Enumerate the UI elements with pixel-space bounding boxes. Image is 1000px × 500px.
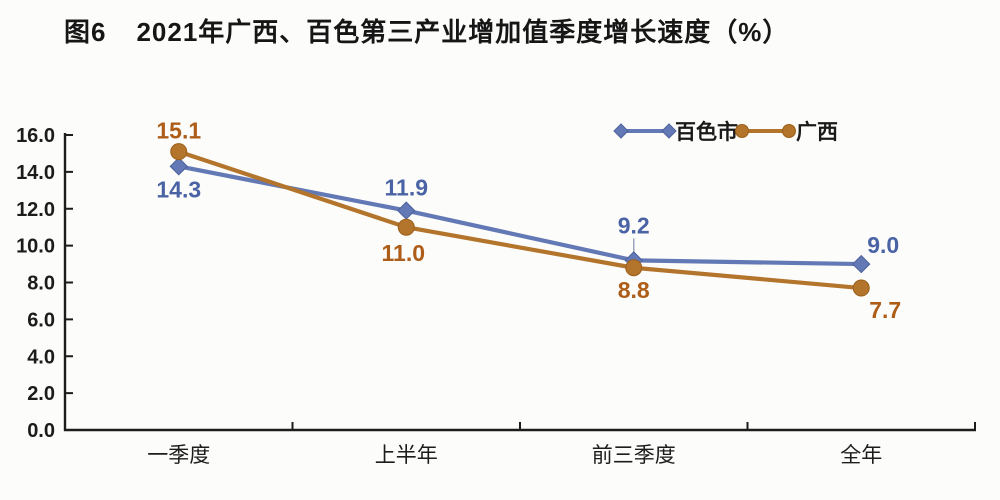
y-tick-label: 12.0 — [16, 199, 55, 221]
x-category-label: 前三季度 — [592, 444, 676, 467]
y-tick-label: 0.0 — [27, 420, 55, 442]
y-tick-label: 6.0 — [27, 309, 55, 331]
legend-广西-circle-marker — [782, 124, 796, 138]
legend-百色市-diamond-marker — [661, 123, 677, 139]
series-百色市-diamond-marker — [169, 157, 188, 176]
series-百色市-diamond-marker — [852, 254, 871, 274]
legend-label-百色市: 百色市 — [675, 120, 738, 144]
data-label-百色市: 9.2 — [618, 212, 650, 238]
chart-title: 图6 2021年广西、百色第三产业增加值季度增长速度（%） — [64, 12, 789, 49]
y-tick-label: 14.0 — [16, 162, 55, 184]
data-label-广西: 7.7 — [869, 297, 901, 323]
chart-title-prefix: 图6 — [64, 17, 107, 47]
series-广西-circle-marker — [852, 279, 870, 297]
series-广西-circle-marker — [397, 218, 415, 236]
series-line-广西 — [176, 149, 864, 291]
legend-百色市-diamond-marker — [613, 123, 629, 139]
legend-广西-circle-marker — [735, 124, 749, 138]
series-百色市-diamond-marker — [397, 201, 416, 220]
data-label-百色市: 11.9 — [385, 175, 429, 201]
y-tick-label: 2.0 — [27, 383, 55, 405]
y-tick-label: 16.0 — [16, 125, 55, 147]
series-广西-circle-marker — [170, 143, 188, 161]
chart-title-text: 2021年广西、百色第三产业增加值季度增长速度（%） — [136, 17, 790, 47]
data-label-广西: 8.8 — [618, 277, 650, 303]
data-label-百色市: 9.0 — [867, 232, 899, 258]
x-category-label: 全年 — [840, 444, 882, 467]
y-tick-label: 10.0 — [16, 236, 55, 258]
y-tick-label: 4.0 — [27, 346, 55, 368]
x-category-label: 上半年 — [375, 444, 438, 467]
x-category-label: 一季度 — [147, 444, 210, 467]
data-label-百色市: 14.3 — [156, 176, 201, 202]
series-广西-circle-marker — [625, 259, 643, 277]
legend-label-广西: 广西 — [796, 120, 838, 144]
data-label-广西: 11.0 — [382, 240, 426, 266]
data-label-广西: 15.1 — [156, 118, 201, 144]
y-tick-label: 8.0 — [27, 273, 55, 295]
